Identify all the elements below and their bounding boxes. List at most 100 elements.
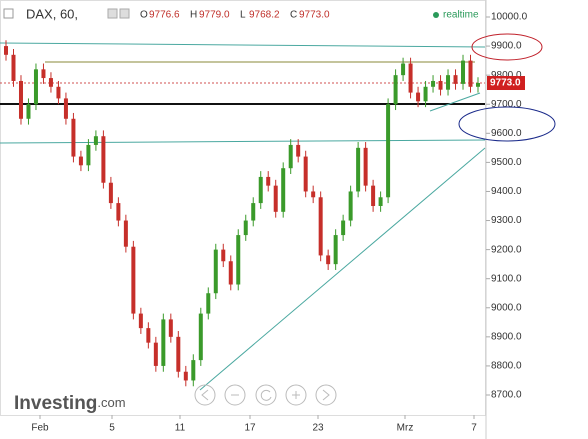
candle-body — [243, 220, 248, 236]
ohlc-group: O 9776.6 H 9779.0 L 9768.2 C 9773.0 — [140, 10, 330, 21]
trend-line — [0, 139, 486, 144]
candle-body — [326, 255, 331, 265]
candle-body — [138, 313, 143, 329]
zoom-out[interactable] — [224, 384, 246, 406]
x-tick-label: 11 — [175, 423, 186, 434]
logo-suffix: .com — [97, 395, 125, 410]
candle-body — [461, 60, 466, 84]
candle-body — [4, 46, 8, 55]
trend-line — [429, 92, 481, 112]
candle-body — [48, 78, 53, 87]
candle-body — [416, 92, 421, 102]
zoom-in[interactable] — [285, 384, 307, 406]
candle-body — [431, 80, 436, 87]
candle-body — [161, 319, 166, 366]
x-tick-label: 23 — [312, 423, 324, 434]
candle-body — [56, 86, 61, 99]
candle-body — [393, 75, 398, 105]
candle-body — [93, 136, 98, 145]
candle-body — [108, 182, 113, 204]
candle-body — [446, 75, 451, 90]
ohlc-key: C — [290, 10, 297, 21]
candle-body — [26, 104, 31, 119]
y-tick-label: 9300.0 — [491, 215, 522, 226]
candle-body — [468, 60, 473, 87]
ohlc-value: 9768.2 — [249, 10, 280, 21]
candle-body — [266, 176, 271, 186]
candle-body — [363, 147, 368, 186]
logo-brand: Investing — [14, 393, 97, 414]
symbol: DAX, 60, — [26, 6, 78, 21]
candle-body — [273, 185, 278, 212]
candle-body — [213, 249, 218, 294]
x-tick-label: 17 — [244, 423, 256, 434]
candle-body — [63, 98, 68, 119]
candle-body — [236, 235, 241, 285]
trend-line — [199, 147, 486, 391]
ohlc-value: 9779.0 — [199, 10, 230, 21]
candle-body — [228, 261, 233, 285]
candle-body — [198, 313, 203, 361]
candle-body — [251, 203, 256, 221]
x-tick-label: 7 — [471, 423, 477, 434]
y-tick-label: 8700.0 — [491, 390, 522, 401]
last-price-label: 9773.0 — [490, 78, 521, 89]
ohlc-key: H — [190, 10, 197, 21]
ohlc-key: L — [240, 10, 246, 21]
y-tick-label: 9800.0 — [491, 70, 522, 81]
y-tick-label: 9600.0 — [491, 128, 522, 139]
highlight-ellipse — [458, 106, 556, 142]
ohlc-value: 9776.6 — [149, 10, 180, 21]
candle-body — [288, 144, 293, 169]
candle-body — [11, 54, 16, 81]
candle-body — [131, 246, 136, 314]
candle-body — [78, 156, 83, 166]
candle-body — [41, 69, 46, 79]
logo: Investing.com — [14, 393, 126, 414]
y-tick-label: 9200.0 — [491, 244, 522, 255]
candle-body — [371, 185, 376, 206]
y-tick-label: 9400.0 — [491, 186, 522, 197]
candle-body — [221, 249, 226, 262]
last-price-tag — [487, 76, 525, 91]
x-tick-label: 5 — [109, 423, 115, 434]
candle-body — [206, 293, 211, 314]
y-tick-label: 9100.0 — [491, 273, 522, 284]
zoom-left[interactable] — [194, 384, 216, 406]
candle-body — [296, 144, 301, 157]
zoom-controls — [194, 384, 337, 406]
candle-body — [311, 191, 316, 198]
candles — [4, 40, 480, 387]
candle-body — [153, 342, 158, 366]
candle-body — [453, 75, 458, 84]
candle-body — [86, 144, 91, 166]
candle-body — [386, 104, 391, 198]
tool-icon[interactable] — [107, 8, 118, 19]
reset-icon — [260, 389, 272, 401]
price-axis: 8700.0 8800.0 8900.0 9000.0 9100.0 9200.0 9300… — [486, 12, 528, 401]
y-tick-label: 9500.0 — [491, 157, 522, 168]
candle-body — [168, 319, 173, 337]
zoom-right[interactable] — [315, 384, 337, 406]
candle-body — [281, 168, 286, 212]
trend-line — [0, 42, 486, 48]
highlight-ellipse — [471, 33, 543, 61]
y-tick-label: 8900.0 — [491, 331, 522, 342]
candle-body — [183, 371, 188, 381]
zoom-icons — [201, 389, 330, 401]
realtime-dot — [433, 12, 439, 18]
y-tick-label: 9000.0 — [491, 302, 522, 313]
candle-body — [116, 203, 121, 221]
candle-body — [356, 147, 361, 192]
y-tick-label: 9900.0 — [491, 41, 522, 52]
candle-body — [378, 197, 383, 206]
tool-icon[interactable] — [119, 8, 130, 19]
candle-body — [146, 328, 151, 343]
zoom-reset[interactable] — [255, 384, 277, 406]
menu-icon[interactable] — [3, 8, 14, 19]
candle-body — [71, 118, 76, 157]
candle-body — [438, 80, 443, 90]
candle-body — [408, 63, 413, 93]
candle-body — [176, 336, 181, 372]
